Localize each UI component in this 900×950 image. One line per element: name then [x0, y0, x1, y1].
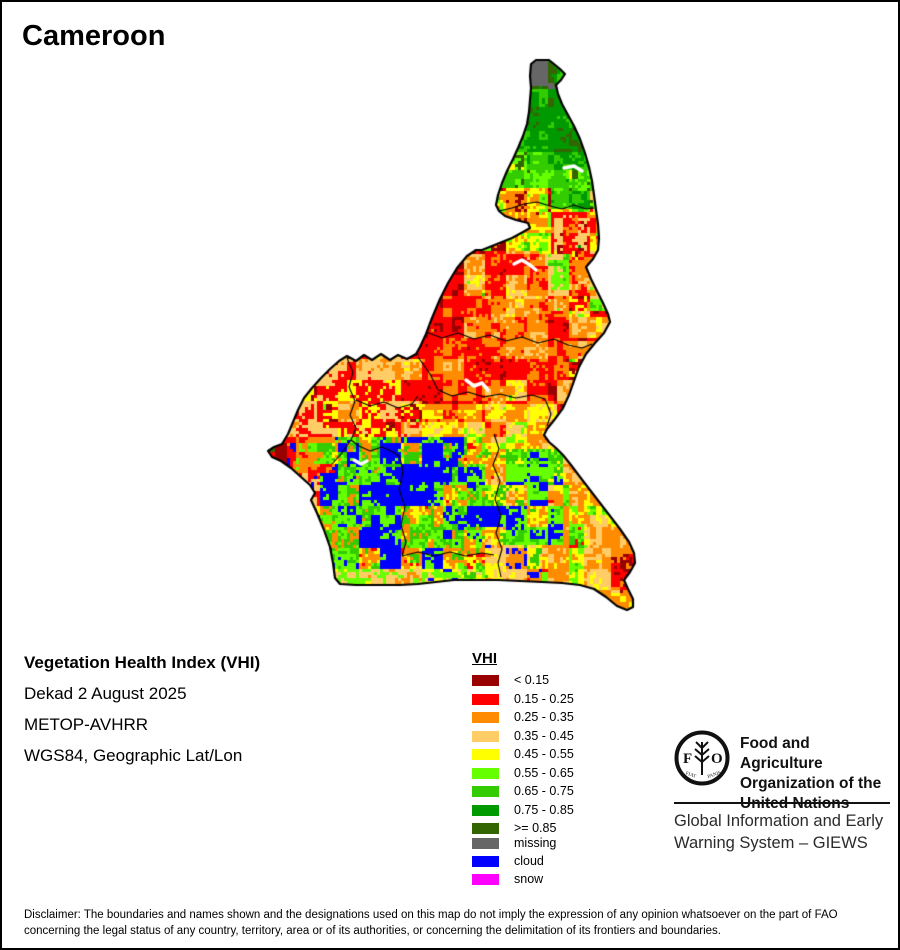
disclaimer-text: Disclaimer: The boundaries and names sho… [24, 908, 884, 939]
legend-label: 0.75 - 0.85 [514, 802, 574, 817]
legend-swatch [472, 823, 499, 834]
giews-line2: Warning System – GIEWS [674, 834, 868, 852]
svg-text:O: O [711, 751, 723, 767]
legend-swatch [472, 838, 499, 849]
legend-label: 0.45 - 0.55 [514, 747, 574, 761]
vhi-legend: VHI < 0.15 0.15 - 0.25 0.25 - 0.35 0.35 - 0… [472, 650, 672, 886]
legend-swatch [472, 856, 499, 867]
legend-label: 0.25 - 0.35 [514, 710, 574, 724]
sensor-label: METOP-AVHRR [24, 715, 149, 734]
legend-label: snow [514, 872, 544, 886]
legend-title: VHI [472, 650, 498, 667]
legend-label: 0.65 - 0.75 [514, 784, 574, 798]
disclaimer-line2: concerning the legal status of any count… [24, 924, 721, 937]
svg-text:F: F [683, 751, 692, 767]
legend-label: < 0.15 [514, 673, 550, 687]
legend-swatch [472, 675, 499, 686]
giews-label: Global Information and Early Warning Sys… [674, 810, 883, 854]
legend-swatch [472, 712, 499, 723]
giews-line1: Global Information and Early [674, 812, 884, 830]
fao-logo-icon: F O FIAT PANIS [674, 730, 730, 786]
fao-org-line1: Food and Agriculture [740, 735, 823, 772]
legend-swatch [472, 767, 499, 779]
projection-label: WGS84, Geographic Lat/Lon [24, 746, 243, 765]
legend-swatch [472, 693, 499, 705]
svg-text:FIAT: FIAT [685, 771, 697, 779]
legend-label: missing [514, 836, 557, 850]
legend-swatch [472, 786, 499, 797]
legend-swatch [472, 730, 499, 742]
page-title: Cameroon [22, 20, 166, 52]
disclaimer-line1: Disclaimer: The boundaries and names sho… [24, 909, 838, 921]
legend-label: 0.35 - 0.45 [514, 728, 574, 743]
svg-text:PANIS: PANIS [707, 771, 722, 781]
dekad-label: Dekad 2 August 2025 [24, 684, 187, 703]
legend-label: >= 0.85 [514, 821, 557, 835]
legend-label: 0.55 - 0.65 [514, 765, 574, 780]
fao-org-line2: Organization of the [740, 775, 882, 792]
legend-label: cloud [514, 854, 544, 868]
footer-divider [674, 802, 890, 804]
map-subject-label: Vegetation Health Index (VHI) [24, 653, 261, 672]
legend-label: 0.15 - 0.25 [514, 691, 574, 706]
legend-swatch [472, 874, 499, 885]
legend-swatch [472, 749, 499, 760]
legend-swatch [472, 804, 499, 816]
